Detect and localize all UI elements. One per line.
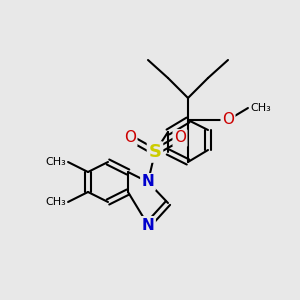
Text: O: O [174,130,186,146]
Text: O: O [222,112,234,128]
Text: O: O [124,130,136,146]
Text: S: S [148,143,161,161]
Text: N: N [142,218,154,232]
Text: CH₃: CH₃ [45,157,66,167]
Text: CH₃: CH₃ [45,197,66,207]
Text: CH₃: CH₃ [250,103,271,113]
Text: N: N [142,175,154,190]
